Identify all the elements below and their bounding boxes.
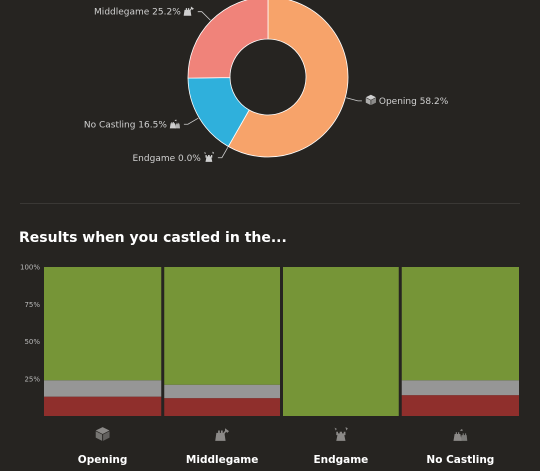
no-castling-icon	[453, 429, 467, 441]
bar-segment-win-middlegame[interactable]	[164, 267, 280, 385]
y-tick-label: 100%	[20, 264, 40, 272]
category-label-middlegame: Middlegame	[186, 454, 258, 466]
bar-segment-loss-opening[interactable]	[44, 397, 161, 416]
y-tick-label: 25%	[24, 375, 40, 383]
bar-segment-draw-middlegame[interactable]	[164, 385, 280, 398]
y-tick-label: 50%	[24, 338, 40, 346]
bar-segment-draw-opening[interactable]	[44, 380, 161, 396]
bar-segment-draw-no-castling[interactable]	[402, 380, 519, 395]
category-label-opening: Opening	[78, 454, 128, 466]
endgame-icon	[335, 427, 348, 441]
category-label-no-castling: No Castling	[426, 454, 494, 466]
category-label-endgame: Endgame	[313, 454, 368, 466]
bar-segment-loss-middlegame[interactable]	[164, 398, 280, 416]
bar-segment-win-opening[interactable]	[44, 267, 161, 380]
bar-segment-win-no-castling[interactable]	[402, 267, 519, 380]
bar-segment-loss-no-castling[interactable]	[402, 395, 519, 416]
bar-segment-win-endgame[interactable]	[283, 267, 399, 416]
middlegame-icon	[215, 428, 229, 441]
y-tick-label: 75%	[24, 301, 40, 309]
opening-icon	[96, 427, 110, 441]
